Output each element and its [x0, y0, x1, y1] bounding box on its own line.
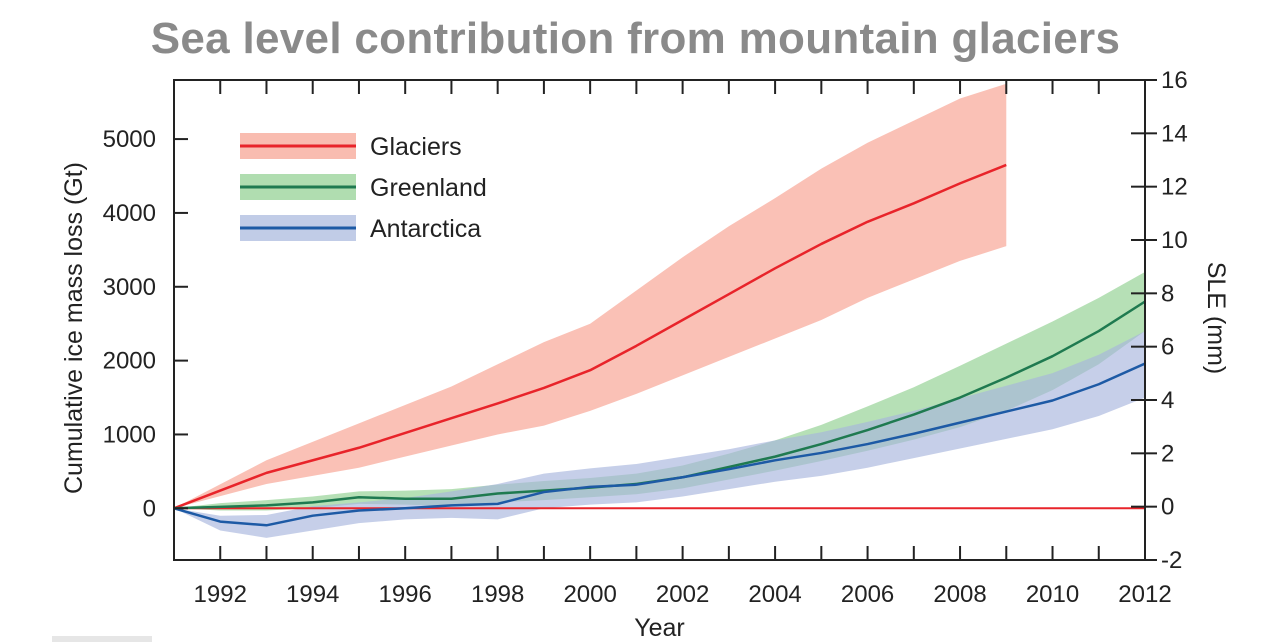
glaciers-line — [173, 163, 1007, 510]
legend: Glaciers Greenland Antarctica — [240, 133, 487, 243]
y-tick-label: 4000 — [103, 200, 156, 227]
y2-tick-label: 6 — [1161, 334, 1174, 361]
y-tick-label: 2000 — [103, 348, 156, 375]
glaciers-legend-label: Glaciers — [370, 133, 462, 161]
y-tick-label: 0 — [143, 495, 156, 522]
chart-title: Sea level contribution from mountain gla… — [150, 14, 1121, 63]
x-tick-label: 1996 — [378, 581, 431, 608]
x-tick-label: 2012 — [1118, 581, 1171, 608]
y2-tick-label: 14 — [1161, 120, 1188, 147]
x-tick-label: 1994 — [286, 581, 339, 608]
x-tick-label: 1998 — [471, 581, 524, 608]
y2-tick-label: 0 — [1161, 494, 1174, 521]
x-tick-label: 2006 — [841, 581, 894, 608]
y2-tick-label: -2 — [1161, 547, 1182, 574]
greenland-legend-label: Greenland — [370, 174, 487, 202]
y2-tick-label: 4 — [1161, 387, 1174, 414]
series-lines — [173, 163, 1146, 527]
y-tick-label: 3000 — [103, 274, 156, 301]
antarctica-band — [174, 331, 1145, 538]
footer-divider — [52, 636, 152, 642]
y2-tick-label: 10 — [1161, 227, 1188, 254]
x-tick-label: 2008 — [933, 581, 986, 608]
y2-tick-label: 16 — [1161, 67, 1188, 94]
confidence-bands — [174, 83, 1145, 538]
plot-frame — [173, 79, 1146, 561]
y-tick-label: 1000 — [103, 421, 156, 448]
y2-tick-label: 2 — [1161, 440, 1174, 467]
y-axis-title: Cumulative ice mass loss (Gt) — [60, 162, 88, 494]
x-tick-label: 2010 — [1026, 581, 1079, 608]
y2-axis-title: SLE (mm) — [1202, 262, 1230, 375]
greenland-band — [174, 272, 1145, 511]
antarctica-legend-label: Antarctica — [370, 215, 481, 243]
x-axis-title: Year — [634, 614, 685, 642]
axis-tick-labels: 1992 1994 1996 1998 2000 2002 2004 2006 2008 2010… — [103, 67, 1188, 608]
x-tick-label: 2000 — [563, 581, 616, 608]
antarctica-line — [173, 362, 1146, 527]
x-tick-label: 2004 — [748, 581, 801, 608]
y2-tick-label: 8 — [1161, 280, 1174, 307]
glaciers-band — [174, 83, 1007, 509]
x-tick-label: 1992 — [194, 581, 247, 608]
y2-tick-label: 12 — [1161, 174, 1188, 201]
x-tick-label: 2002 — [656, 581, 709, 608]
axis-ticks — [173, 79, 1157, 561]
y-tick-label: 5000 — [103, 126, 156, 153]
